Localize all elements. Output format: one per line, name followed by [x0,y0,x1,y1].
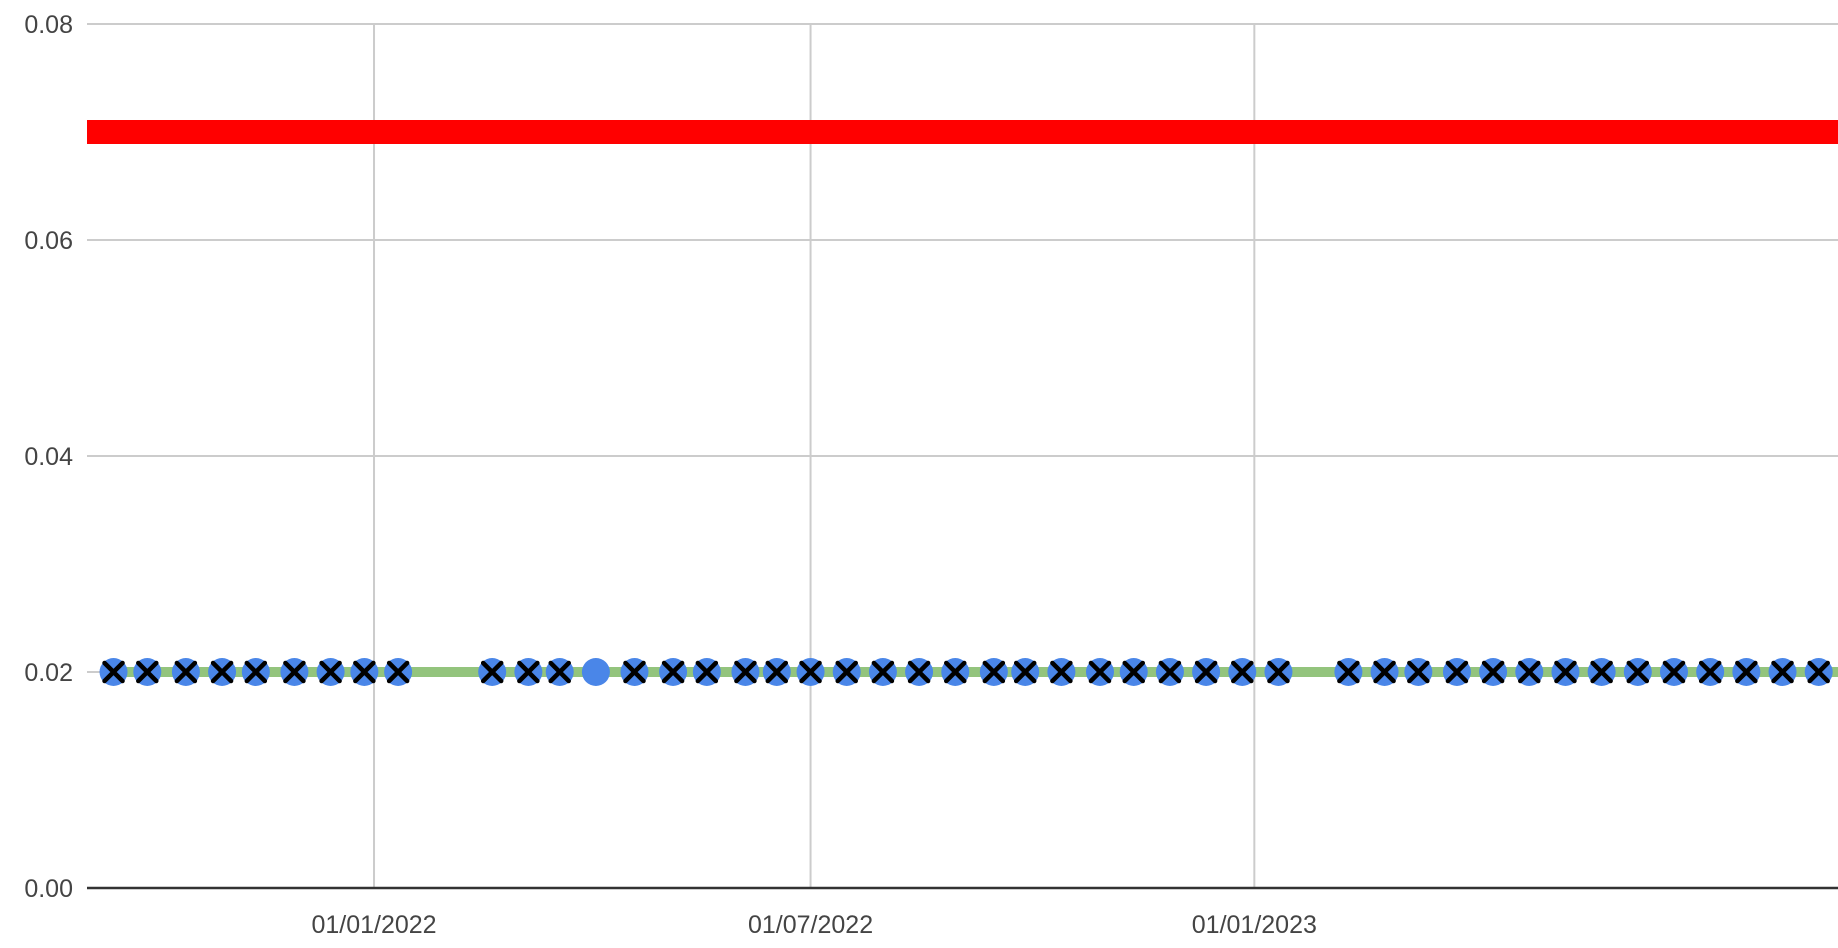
label-layer: 0.00 0.02 0.04 0.06 0.08 01/01/2022 01/07/2022… [24,11,1317,939]
y-tick-label: 0.06 [24,227,73,255]
y-tick-label: 0.00 [24,875,73,903]
data-point-cross [944,660,967,684]
data-point-cross [480,660,504,684]
data-point-cross [695,660,719,684]
data-point-cross [765,660,789,684]
data-point-cross [174,660,198,684]
data-point-cross [1231,660,1254,684]
data-point-cross [102,660,125,684]
data-point-cross [1267,660,1290,684]
data-point-cross [982,660,1006,684]
data-point-cross [283,660,306,684]
y-tick-label: 0.08 [24,11,73,39]
data-point-cross [1407,660,1430,684]
data-point-cross [1554,660,1577,684]
data-point-cross [1590,660,1613,684]
data-point-cross [661,660,685,684]
data-point-cross [799,660,822,684]
y-tick-label: 0.02 [24,659,73,687]
data-point-cross [517,660,540,684]
data-point-cross [1481,660,1505,684]
data-point-cross [623,660,646,684]
data-point-cross [835,660,858,684]
data-point-cross [210,660,234,684]
data-point-cross [136,660,159,684]
data-point-cross [1698,660,1722,684]
data-point-cross [1337,660,1360,684]
data-point-cross [548,660,571,684]
x-tick-label: 01/07/2022 [748,911,873,939]
data-point-cross [907,660,931,684]
data-point-cross [734,660,757,684]
data-point-cross [1445,660,1469,684]
data-point-cross [1771,660,1794,684]
x-tick-label: 01/01/2023 [1192,911,1317,939]
data-point-cross [386,660,410,684]
data-point-cross [1158,660,1182,684]
data-point-cross [1662,660,1686,684]
data-point-cross [871,660,895,684]
data-point-cross [1194,660,1218,684]
grid-layer [87,23,1838,888]
data-point-cross [1122,660,1145,684]
data-point-cross [353,660,376,684]
data-point-cross [1088,660,1112,684]
data-point-cross [1626,660,1650,684]
data-point-cross [319,660,342,684]
y-tick-label: 0.04 [24,443,73,471]
marker-layer [99,658,1833,686]
data-point-cross [1013,660,1037,684]
data-point-cross [1373,660,1396,684]
data-point-cross [1807,660,1830,684]
data-point-cross [1735,660,1758,684]
data-point-cross [1050,660,1073,684]
data-point-cross [244,660,268,684]
data-point [581,658,610,686]
data-point-cross [1518,660,1541,684]
x-tick-label: 01/01/2022 [311,911,436,939]
